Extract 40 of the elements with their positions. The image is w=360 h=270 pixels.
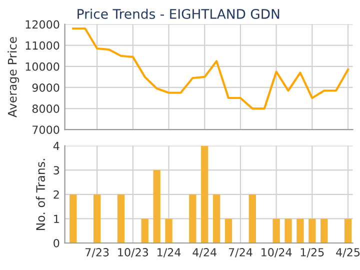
chart-title: Price Trends - EIGHTLAND GDN (78, 8, 280, 19)
x-tick-label: 10/23 (118, 248, 148, 258)
y-tick-label: 1 (54, 214, 59, 223)
y-tick-label: 7000 (32, 126, 60, 134)
x-tick-label: 7/23 (86, 248, 109, 258)
y-tick-label: 0 (54, 238, 60, 248)
x-tick-label: 10/24 (262, 248, 292, 258)
bar (189, 194, 196, 243)
bar (117, 194, 125, 243)
bar (272, 218, 280, 243)
bar (165, 218, 172, 243)
x-tick-label: 7/24 (228, 248, 252, 258)
x-tick-label: 1/24 (158, 248, 181, 258)
bar (224, 218, 232, 243)
y-tick-label: 4 (53, 142, 60, 150)
bar (320, 218, 328, 243)
y-tick-label: 8000 (32, 104, 60, 113)
x-tick-label: 4/24 (192, 248, 216, 258)
bar (248, 194, 256, 243)
y-tick-label: 2 (54, 190, 59, 199)
y-tick-label: 9000 (32, 83, 60, 92)
bar (141, 218, 148, 243)
bar (70, 194, 77, 243)
y-tick-label: 11000 (26, 41, 60, 50)
y-axis-title: No. of Trans. (36, 158, 46, 230)
bar (93, 194, 101, 243)
x-tick-label: 1/25 (300, 248, 324, 258)
bar (284, 218, 292, 243)
y-tick-label: 12000 (26, 20, 60, 29)
y-axis-title: Average Price (8, 37, 20, 118)
bar (212, 194, 220, 243)
y-tick-label: 10000 (26, 62, 60, 71)
bar (296, 218, 304, 243)
line-series (72, 27, 350, 110)
bar (308, 218, 316, 243)
y-tick-label: 3 (54, 166, 60, 174)
bar (344, 218, 352, 243)
bar (153, 170, 160, 243)
x-tick-label: 4/25 (336, 248, 360, 258)
bar (201, 146, 208, 243)
